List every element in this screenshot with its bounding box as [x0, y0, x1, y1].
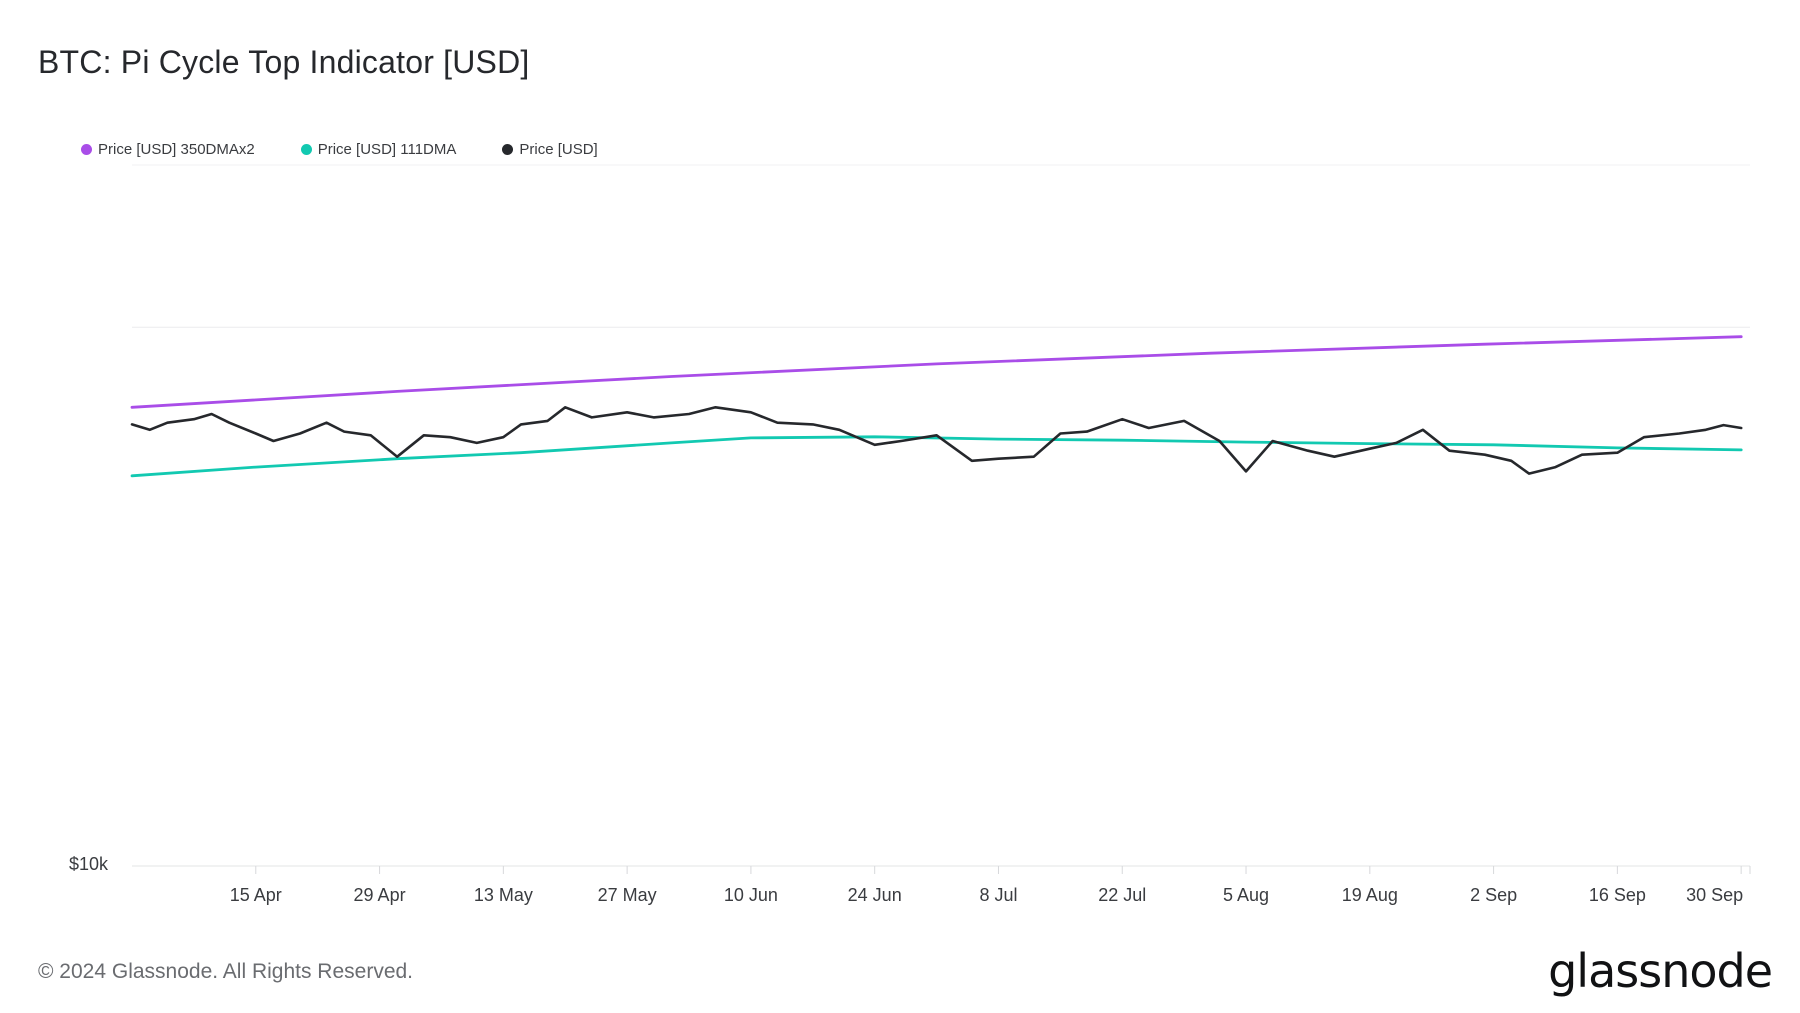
series-line-0	[130, 335, 1743, 409]
x-tick-label: 19 Aug	[1342, 885, 1398, 905]
chart-grid	[132, 164, 1750, 867]
legend-label-111dma: Price [USD] 111DMA	[317, 141, 457, 158]
chart-series	[130, 335, 1743, 478]
x-tick-label: 27 May	[598, 885, 657, 905]
legend-item-350dmax2[interactable]: Price [USD] 350DMAx2	[81, 141, 255, 158]
x-tick-label: 22 Jul	[1098, 885, 1146, 905]
legend-item-111dma[interactable]: Price [USD] 111DMA	[300, 141, 457, 158]
copyright-notice: © 2024 Glassnode. All Rights Reserved.	[38, 960, 414, 983]
x-tick-label: 8 Jul	[979, 885, 1017, 905]
glassnode-logo: glassnode	[1548, 944, 1773, 998]
legend-dot-price	[502, 144, 514, 155]
legend-item-price[interactable]: Price [USD]	[502, 141, 598, 158]
x-axis: 15 Apr 29 Apr 13 May 27 May 10 Jun 24 Jun 8 Ju…	[230, 866, 1751, 905]
legend-label-350dmax2: Price [USD] 350DMAx2	[98, 141, 255, 158]
legend-dot-350dmax2	[81, 144, 92, 155]
x-tick-label: 29 Apr	[354, 885, 406, 905]
page-title: BTC: Pi Cycle Top Indicator [USD]	[38, 44, 530, 80]
legend-label-price: Price [USD]	[519, 141, 598, 158]
x-tick-label: 10 Jun	[724, 885, 778, 905]
x-tick-label: 13 May	[474, 885, 533, 905]
x-tick-label: 16 Sep	[1589, 885, 1646, 905]
legend-dot-111dma	[300, 144, 312, 155]
series-line-2	[130, 406, 1743, 475]
x-tick-label: 5 Aug	[1223, 885, 1269, 905]
y-axis: $10k	[69, 854, 109, 874]
x-tick-label: 2 Sep	[1470, 885, 1517, 905]
chart-legend: Price [USD] 350DMAx2 Price [USD] 111DMA …	[81, 141, 644, 158]
x-tick-label: 24 Jun	[848, 885, 902, 905]
x-tick-label: 15 Apr	[230, 885, 282, 905]
x-tick-label: 30 Sep	[1686, 885, 1743, 905]
y-tick-label: $10k	[69, 854, 109, 874]
series-line-1	[130, 435, 1743, 478]
